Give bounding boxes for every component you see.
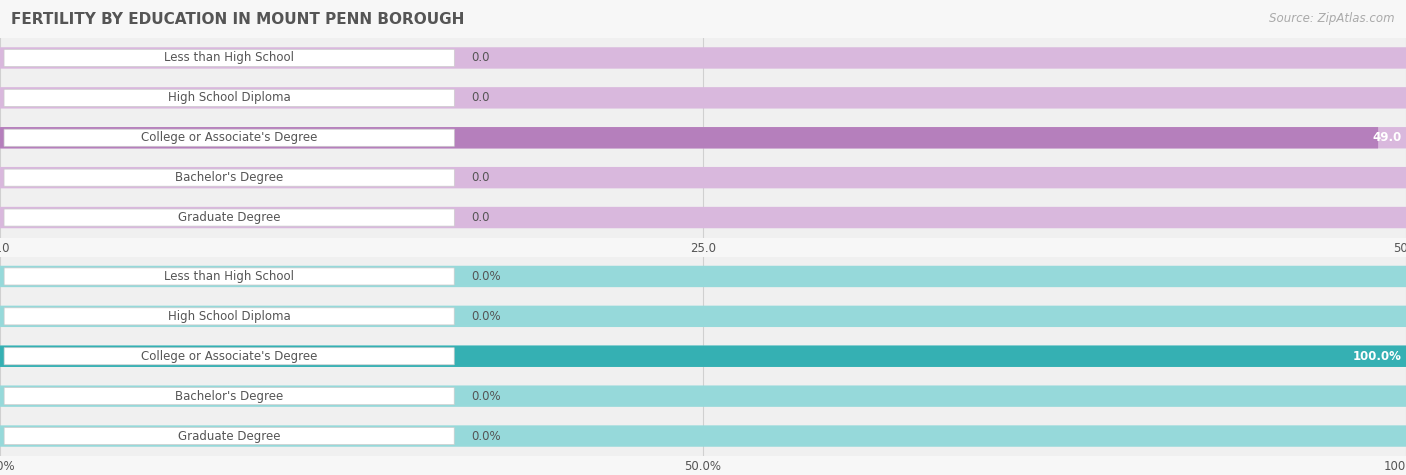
FancyBboxPatch shape	[4, 129, 454, 146]
Text: 0.0: 0.0	[471, 171, 489, 184]
FancyBboxPatch shape	[4, 308, 454, 325]
FancyBboxPatch shape	[0, 425, 1406, 447]
FancyBboxPatch shape	[4, 268, 454, 285]
Text: College or Associate's Degree: College or Associate's Degree	[141, 350, 318, 363]
Text: FERTILITY BY EDUCATION IN MOUNT PENN BOROUGH: FERTILITY BY EDUCATION IN MOUNT PENN BOR…	[11, 12, 464, 27]
Bar	[0, 158, 1406, 198]
FancyBboxPatch shape	[0, 127, 1406, 149]
FancyBboxPatch shape	[0, 47, 1406, 69]
FancyBboxPatch shape	[4, 169, 454, 186]
Text: Less than High School: Less than High School	[165, 51, 294, 65]
FancyBboxPatch shape	[0, 167, 1406, 189]
Text: 0.0%: 0.0%	[471, 429, 501, 443]
FancyBboxPatch shape	[4, 428, 454, 445]
FancyBboxPatch shape	[4, 209, 454, 226]
Text: 0.0: 0.0	[471, 211, 489, 224]
FancyBboxPatch shape	[0, 127, 1378, 149]
Text: College or Associate's Degree: College or Associate's Degree	[141, 131, 318, 144]
Text: Graduate Degree: Graduate Degree	[179, 211, 280, 224]
FancyBboxPatch shape	[4, 49, 454, 66]
Bar	[0, 256, 1406, 296]
Bar	[0, 78, 1406, 118]
Text: 49.0: 49.0	[1372, 131, 1402, 144]
Bar	[0, 118, 1406, 158]
FancyBboxPatch shape	[4, 388, 454, 405]
FancyBboxPatch shape	[0, 207, 1406, 228]
Text: Bachelor's Degree: Bachelor's Degree	[176, 171, 283, 184]
Bar	[0, 198, 1406, 238]
Text: Graduate Degree: Graduate Degree	[179, 429, 280, 443]
Text: 0.0%: 0.0%	[471, 390, 501, 403]
Text: High School Diploma: High School Diploma	[167, 310, 291, 323]
Text: 0.0%: 0.0%	[471, 270, 501, 283]
FancyBboxPatch shape	[0, 305, 1406, 327]
Text: 0.0: 0.0	[471, 91, 489, 104]
FancyBboxPatch shape	[4, 89, 454, 106]
Text: 0.0%: 0.0%	[471, 310, 501, 323]
FancyBboxPatch shape	[0, 385, 1406, 407]
Text: 0.0: 0.0	[471, 51, 489, 65]
Bar	[0, 296, 1406, 336]
FancyBboxPatch shape	[0, 345, 1406, 367]
Text: High School Diploma: High School Diploma	[167, 91, 291, 104]
Bar	[0, 416, 1406, 456]
Text: Less than High School: Less than High School	[165, 270, 294, 283]
FancyBboxPatch shape	[0, 266, 1406, 287]
Text: 100.0%: 100.0%	[1353, 350, 1402, 363]
Text: Source: ZipAtlas.com: Source: ZipAtlas.com	[1270, 12, 1395, 25]
Bar	[0, 38, 1406, 78]
FancyBboxPatch shape	[0, 87, 1406, 109]
Text: Bachelor's Degree: Bachelor's Degree	[176, 390, 283, 403]
Bar	[0, 376, 1406, 416]
FancyBboxPatch shape	[4, 348, 454, 365]
FancyBboxPatch shape	[0, 345, 1406, 367]
Bar	[0, 336, 1406, 376]
